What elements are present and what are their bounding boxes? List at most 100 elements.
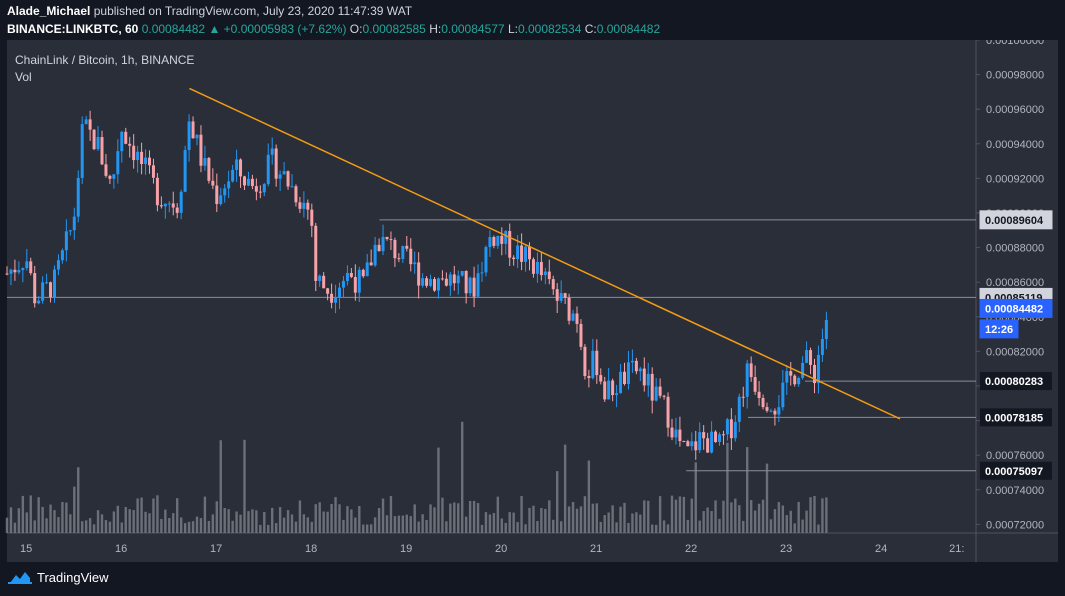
volume-bar: [156, 495, 159, 533]
candle-body: [698, 432, 702, 451]
plot-area[interactable]: [7, 40, 976, 533]
candle-body: [5, 273, 9, 275]
candle-body: [219, 195, 223, 205]
volume-bar: [393, 516, 397, 533]
candle-body: [805, 350, 809, 363]
candle-body: [433, 279, 436, 291]
candle-body: [215, 185, 219, 205]
footer: [0, 562, 1065, 596]
volume-bar: [556, 471, 559, 533]
volume-bar: [476, 503, 480, 533]
brand-name: TradingView: [37, 569, 109, 585]
volume-bar: [104, 520, 108, 533]
volume-bar: [797, 501, 800, 533]
volume-bar: [563, 444, 567, 533]
volume-bar: [298, 500, 302, 533]
candle-body: [444, 278, 448, 286]
candle-body: [80, 124, 84, 178]
author-name[interactable]: Alade_Michael: [7, 4, 91, 18]
volume-bar: [437, 447, 440, 533]
volume-bar: [749, 500, 753, 533]
volume-bar: [536, 520, 539, 533]
candle-body: [159, 205, 163, 207]
price-badge-label: 0.00075097: [985, 466, 1043, 478]
x-tick-label: 21: [590, 543, 602, 555]
candle-body: [785, 371, 789, 383]
candle-body: [21, 268, 25, 271]
volume-bar: [674, 499, 678, 533]
volume-label[interactable]: Vol: [15, 70, 32, 84]
volume-bar: [176, 498, 179, 533]
volume-bar: [84, 520, 88, 533]
volume-bar: [381, 498, 385, 533]
volume-bar: [805, 510, 808, 533]
chart-title[interactable]: ChainLink / Bitcoin, 1h, BINANCE: [15, 53, 195, 67]
candle-body: [203, 158, 207, 166]
candle-body: [725, 419, 729, 435]
candle-body: [809, 350, 813, 365]
volume-bar: [658, 496, 662, 533]
volume-bar: [267, 524, 270, 533]
volume-bar: [643, 500, 646, 533]
volume-bar: [619, 506, 622, 533]
volume-bar: [793, 523, 796, 533]
candle-body: [128, 143, 132, 146]
candle-body: [53, 269, 56, 298]
volume-bar: [263, 512, 266, 533]
volume-bar: [591, 503, 595, 533]
candle-body: [381, 236, 385, 252]
candle-body: [167, 203, 171, 205]
candle-body: [294, 186, 298, 203]
candle-body: [310, 209, 314, 226]
candle-body: [706, 438, 710, 453]
candle-body: [599, 375, 603, 382]
candle-body: [535, 261, 539, 274]
candle-body: [334, 297, 338, 303]
candle-body: [258, 191, 262, 193]
volume-bar: [37, 497, 40, 533]
candle-body: [72, 216, 76, 231]
candle-body: [718, 434, 721, 442]
volume-bar: [231, 520, 234, 533]
volume-bar: [61, 502, 64, 533]
candle-body: [302, 202, 306, 209]
volume-bar: [516, 522, 519, 533]
volume-bar: [389, 495, 393, 533]
y-tick-label: 0.00094000: [986, 139, 1044, 151]
candle-body: [504, 231, 508, 244]
candle-body: [813, 364, 816, 384]
volume-bar: [532, 505, 535, 533]
candle-body: [132, 145, 136, 161]
tradingview-logo[interactable]: TradingView: [7, 569, 109, 585]
price-axis[interactable]: [976, 40, 1058, 533]
candle-body: [144, 157, 148, 165]
candle-body: [654, 386, 658, 401]
volume-bar: [116, 505, 120, 533]
candle-body: [638, 368, 642, 372]
trendline-layer[interactable]: [189, 87, 901, 420]
volume-bar: [710, 511, 713, 533]
volume-bar: [809, 497, 812, 533]
volume-bar: [282, 517, 286, 533]
time-axis[interactable]: [7, 533, 1058, 562]
volume-bar: [821, 498, 824, 533]
volume-bar: [17, 508, 21, 533]
x-tick-label: 19: [400, 543, 412, 555]
volume-bar: [464, 516, 468, 533]
volume-bar: [595, 503, 598, 533]
volume-bar: [318, 502, 321, 533]
candle-body: [619, 371, 623, 394]
candle-body: [235, 159, 239, 170]
candle-body: [607, 380, 611, 400]
volume-bar: [579, 506, 583, 533]
volume-bar: [401, 515, 405, 533]
volume-bar: [144, 511, 147, 533]
candle-body: [729, 419, 733, 439]
volume-bar: [734, 498, 737, 533]
candle-body: [318, 275, 322, 281]
candle-body: [417, 262, 421, 286]
descending-trendline[interactable]: [189, 87, 901, 420]
candle-body: [37, 300, 41, 304]
candle-body: [155, 177, 159, 206]
price-chart[interactable]: 0.00100000 0.00098000 0.00096000 0.00094000…: [0, 40, 1065, 562]
